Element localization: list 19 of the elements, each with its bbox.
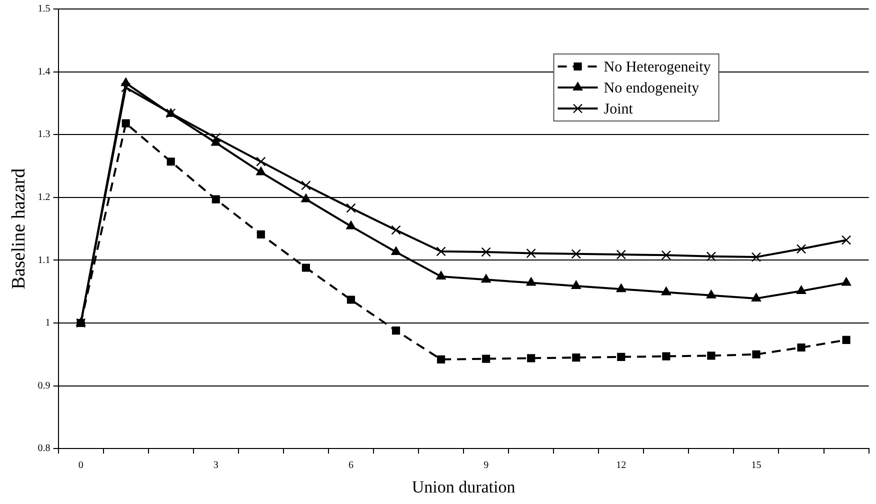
- legend-label: No endogeneity: [604, 80, 700, 96]
- y-tick-label: 1.2: [38, 192, 50, 204]
- x-tick-label: 0: [78, 460, 84, 472]
- y-tick-label: 1.3: [38, 129, 50, 140]
- y-tick-label: 0.8: [38, 443, 50, 454]
- y-tick-label: 1.5: [38, 4, 50, 15]
- x-tick-label: 3: [213, 460, 218, 472]
- x-tick-label: 12: [616, 460, 626, 472]
- legend-label: Joint: [604, 101, 634, 118]
- y-tick-label: 1: [45, 318, 50, 329]
- legend-label: No Heterogeneity: [604, 59, 712, 76]
- x-tick-label: 15: [751, 460, 762, 472]
- x-tick-label: 9: [484, 460, 489, 472]
- y-tick-label: 0.9: [38, 380, 50, 392]
- y-axis-title: Baseline hazard: [8, 168, 30, 290]
- y-tick-label: 1.4: [38, 66, 50, 78]
- x-tick-label: 6: [348, 460, 354, 472]
- x-axis-title: Union duration: [412, 477, 516, 496]
- y-tick-label: 1.1: [38, 254, 50, 266]
